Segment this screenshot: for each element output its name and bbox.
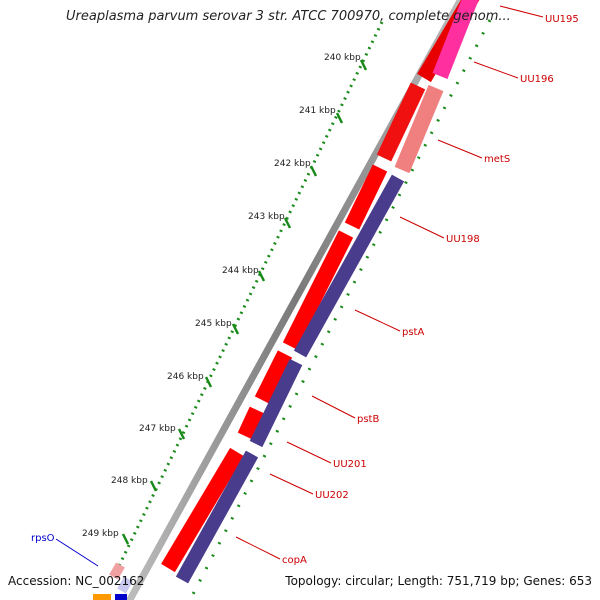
tick-label: 246 kbp xyxy=(167,372,204,382)
cds-fwd-5 xyxy=(254,350,293,404)
tick-label: 245 kbp xyxy=(195,319,232,329)
leader-uu195 xyxy=(499,5,544,18)
tick-mark-249 xyxy=(121,533,130,545)
gene-leader-lines xyxy=(55,5,544,567)
reverse-strand xyxy=(175,0,479,584)
tick-mark-243 xyxy=(283,217,292,229)
leader-uu202 xyxy=(269,473,314,495)
cds-rev-magenta xyxy=(432,0,479,79)
gene-label-rpso[interactable]: rpsO xyxy=(31,533,55,544)
inner-dotted-ring xyxy=(188,19,492,600)
tick-labels: 240 kbp 241 kbp 242 kbp 243 kbp 244 kbp … xyxy=(82,53,361,539)
leader-uu196 xyxy=(473,61,519,79)
tick-mark-242 xyxy=(309,165,318,177)
tick-mark-247 xyxy=(177,428,186,440)
gene-label-uu198[interactable]: UU198 xyxy=(446,234,480,245)
forward-strand xyxy=(161,0,480,573)
tick-mark-246 xyxy=(204,376,213,388)
tick-label: 243 kbp xyxy=(248,212,285,222)
gene-label-copa[interactable]: copA xyxy=(282,555,307,566)
feature-pink-block xyxy=(109,562,125,580)
tick-mark-245 xyxy=(231,323,240,335)
tick-label: 247 kbp xyxy=(139,424,176,434)
map-title: Ureaplasma parvum serovar 3 str. ATCC 70… xyxy=(66,9,511,24)
gene-label-uu201[interactable]: UU201 xyxy=(333,459,367,470)
tick-marks xyxy=(121,59,368,545)
cds-rev-3 xyxy=(175,450,259,584)
tick-label: 249 kbp xyxy=(82,529,119,539)
leader-pstb xyxy=(311,395,356,419)
leader-uu201 xyxy=(286,441,332,464)
feature-orange-block xyxy=(93,594,111,600)
leader-mets xyxy=(437,139,483,159)
accession-text: Accession: NC_002162 xyxy=(8,574,145,588)
tick-mark-241 xyxy=(335,112,344,124)
leader-uu198 xyxy=(399,216,445,239)
cds-fwd-2 xyxy=(376,82,426,162)
gene-labels: UU195 UU196 metS UU198 pstA pstB UU201 U… xyxy=(31,14,579,566)
gene-label-uu202[interactable]: UU202 xyxy=(315,490,349,501)
cds-rev-1 xyxy=(293,174,405,358)
cds-fwd-3 xyxy=(344,164,388,230)
gene-label-pstb[interactable]: pstB xyxy=(357,414,379,425)
gene-label-psta[interactable]: pstA xyxy=(402,327,424,338)
gene-label-uu195[interactable]: UU195 xyxy=(545,14,579,25)
feature-blue-block xyxy=(115,594,127,600)
gene-label-uu196[interactable]: UU196 xyxy=(520,74,554,85)
tick-label: 241 kbp xyxy=(299,106,336,116)
tick-label: 248 kbp xyxy=(111,476,148,486)
leader-psta xyxy=(354,309,401,332)
leader-copa xyxy=(235,536,281,560)
cds-rev-2 xyxy=(249,358,303,448)
gene-label-mets[interactable]: metS xyxy=(484,154,510,165)
topology-text: Topology: circular; Length: 751,719 bp; … xyxy=(285,574,592,588)
leader-rpso xyxy=(55,538,99,567)
tick-label: 240 kbp xyxy=(324,53,361,63)
cds-fwd-7 xyxy=(161,447,244,573)
cds-fwd-6 xyxy=(237,406,265,440)
tick-label: 244 kbp xyxy=(222,266,259,276)
cds-rev-pink xyxy=(394,84,444,174)
cds-fwd-4 xyxy=(282,230,354,350)
misc-features xyxy=(93,562,133,600)
tick-mark-248 xyxy=(149,480,158,492)
tick-mark-244 xyxy=(257,270,266,282)
outer-dotted-ring xyxy=(116,21,384,569)
feature-lightblue-block xyxy=(117,576,133,594)
tick-mark-240 xyxy=(359,59,368,71)
tick-label: 242 kbp xyxy=(274,159,311,169)
